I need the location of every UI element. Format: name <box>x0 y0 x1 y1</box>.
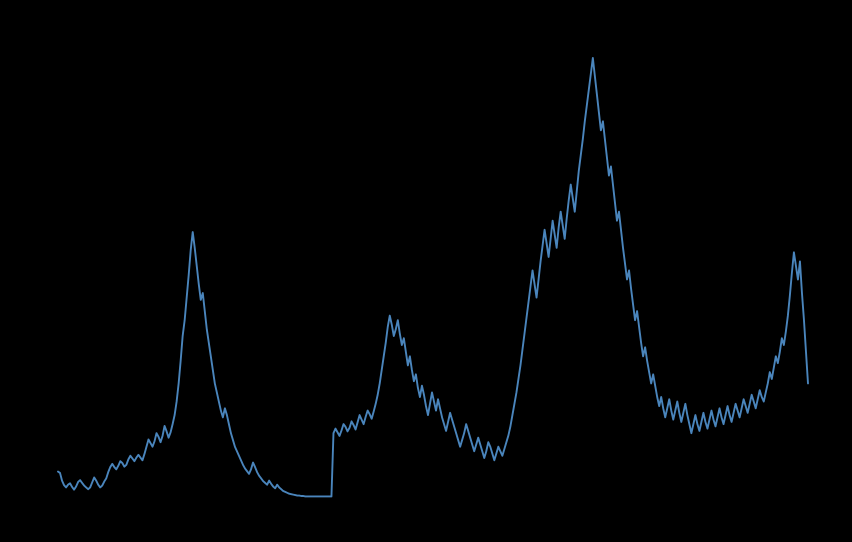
series-group <box>57 57 809 498</box>
line-series-1 <box>57 57 809 498</box>
